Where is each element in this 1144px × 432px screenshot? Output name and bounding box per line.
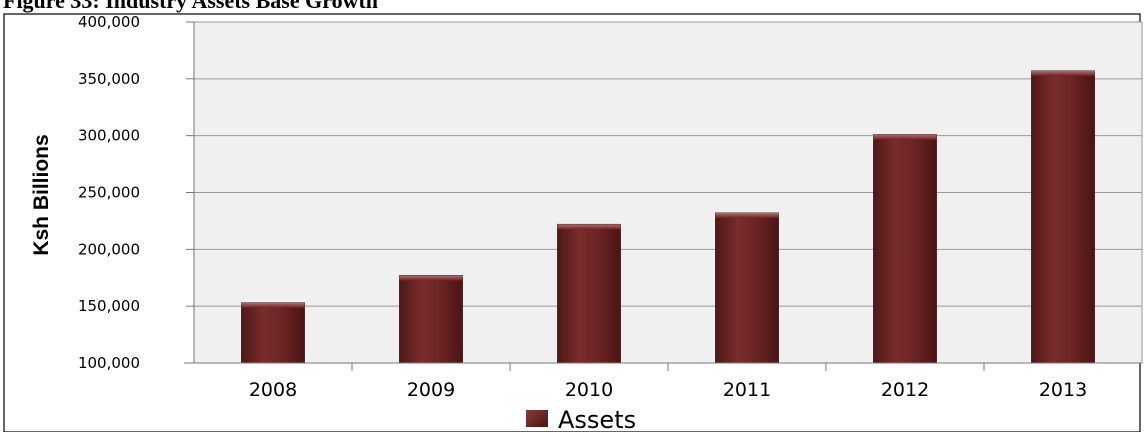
bars [241,70,1095,364]
legend: Assets [526,406,636,432]
legend-label: Assets [558,406,636,432]
bar-2013 [1031,70,1095,364]
bar-body [399,275,463,364]
bar-body [557,223,621,364]
y-tick-label: 100,000 [78,354,140,372]
x-tick-label: 2009 [407,379,455,401]
bar-2009 [399,275,463,364]
y-tick-label: 300,000 [78,127,140,145]
legend-swatch [526,410,548,427]
y-tick-label: 150,000 [78,297,140,315]
bar-cap [241,302,305,308]
bar-cap [873,134,937,140]
x-tick-label: 2010 [565,379,613,401]
y-tick-label: 400,000 [78,13,140,31]
x-tick-label: 2011 [723,379,771,401]
bar-2012 [873,134,937,364]
bar-cap [557,224,621,230]
y-tick-label: 200,000 [78,240,140,258]
x-tick-label: 2013 [1039,379,1087,401]
bar-body [1031,70,1095,364]
y-axis-title: Ksh Billions [30,134,53,255]
y-tick-label: 350,000 [78,70,140,88]
x-tick-label: 2012 [881,379,929,401]
bar-2008 [241,302,305,364]
bar-2010 [557,223,621,364]
x-axis-ticks: 2008 2009 2010 2011 2012 2013 [249,363,1087,401]
bar-body [241,302,305,364]
grid-lines [194,78,1142,307]
bar-body [873,134,937,364]
y-tick-label: 250,000 [78,184,140,202]
bar-cap [1031,70,1095,76]
x-tick-label: 2008 [249,379,297,401]
bar-2011 [715,212,779,364]
bar-body [715,212,779,364]
bar-cap [399,275,463,281]
bar-cap [715,212,779,218]
y-axis-ticks: 100,000 150,000 200,000 250,000 300,000 350,0… [78,13,194,372]
figure-title: Figure 33: Industry Assets Base Growth [3,0,378,13]
